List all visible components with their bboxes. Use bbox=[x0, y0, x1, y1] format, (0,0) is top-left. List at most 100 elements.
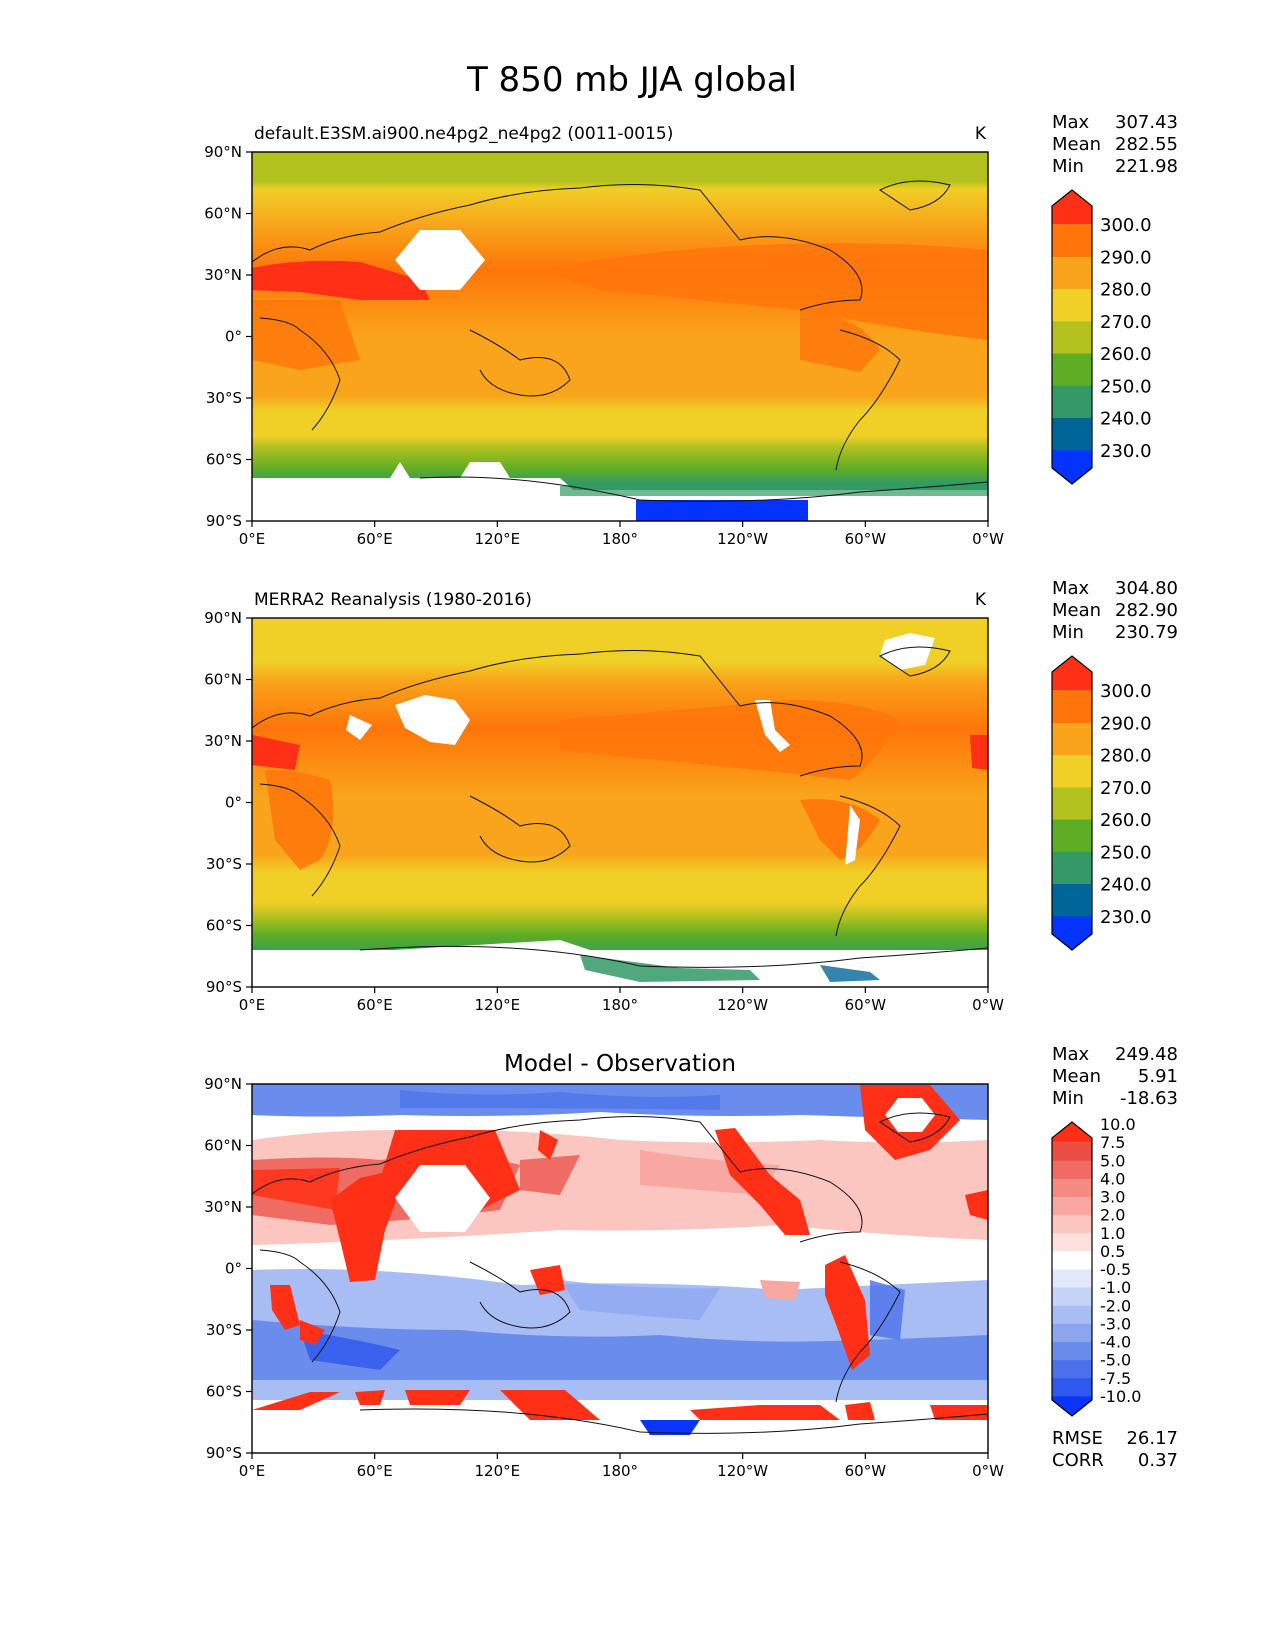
panel-model-ytick-label: 60°S bbox=[206, 451, 242, 469]
panel-difference-stat-label: Min bbox=[1052, 1088, 1084, 1109]
panel-difference-ytick-label: 30°N bbox=[204, 1198, 242, 1216]
panel-observation-colorbar-bin bbox=[1052, 722, 1092, 756]
panel-observation-colorbar-label: 240.0 bbox=[1100, 875, 1152, 896]
panel-difference-colorbar-label: -4.0 bbox=[1100, 1333, 1131, 1352]
panel-difference-ytick-label: 60°S bbox=[206, 1383, 242, 1401]
panel-observation-xtick-label: 60°E bbox=[357, 996, 393, 1014]
panel-model-ytick-label: 30°N bbox=[204, 266, 242, 284]
panel-difference-colorbar-bin bbox=[1052, 1142, 1092, 1161]
panel-observation-xtick-label: 0°E bbox=[239, 996, 266, 1014]
panel-observation-title: MERRA2 Reanalysis (1980-2016) bbox=[254, 590, 532, 610]
panel-difference-ytick-label: 30°S bbox=[206, 1321, 242, 1339]
panel-model-colorbar-bin bbox=[1052, 256, 1092, 290]
panel-observation-ytick-label: 60°N bbox=[204, 671, 242, 689]
panel-difference-colorbar-bin bbox=[1052, 1341, 1092, 1361]
panel-difference-colorbar-label: -3.0 bbox=[1100, 1314, 1131, 1333]
panel-model-colorbar-bin bbox=[1052, 288, 1092, 322]
panel-difference-colorbar-label: 0.5 bbox=[1100, 1242, 1125, 1261]
panel-observation-stat-value: 282.90 bbox=[1115, 600, 1178, 621]
panel-difference-colorbar-label: 3.0 bbox=[1100, 1188, 1125, 1207]
panel-observation-stat-value: 230.79 bbox=[1115, 622, 1178, 643]
rmse-value: 26.17 bbox=[1126, 1428, 1178, 1449]
panel-observation-colorbar-label: 260.0 bbox=[1100, 810, 1152, 831]
panel-observation-stat-value: 304.80 bbox=[1115, 578, 1178, 599]
panel-model-colorbar-label: 290.0 bbox=[1100, 247, 1152, 268]
panel-difference-colorbar-bin bbox=[1052, 1305, 1092, 1324]
panel-model-colorbar-bin bbox=[1052, 353, 1092, 386]
panel-difference: Model - Observation bbox=[251, 1051, 989, 1454]
figure-title: T 850 mb JJA global bbox=[466, 60, 797, 100]
panel-difference-colorbar-bin bbox=[1052, 1395, 1092, 1416]
panel-model-map bbox=[252, 152, 988, 521]
panel-difference-ytick-label: 90°S bbox=[206, 1444, 242, 1462]
panel-difference-colorbar-bin bbox=[1052, 1377, 1092, 1397]
panel-difference-stat-value: -18.63 bbox=[1120, 1088, 1178, 1109]
panel-difference-colorbar-label: -0.5 bbox=[1100, 1260, 1131, 1279]
coastline-difference bbox=[252, 1112, 988, 1434]
panel-observation-ytick-label: 90°S bbox=[206, 978, 242, 996]
panel-difference-colorbar-bin bbox=[1052, 1287, 1092, 1306]
panel-difference-colorbar-label: 1.0 bbox=[1100, 1224, 1125, 1243]
panel-observation-colorbar-label: 270.0 bbox=[1100, 778, 1152, 799]
panel-model-stat-label: Mean bbox=[1052, 134, 1101, 155]
panel-model-stat-value: 307.43 bbox=[1115, 112, 1178, 133]
panel-observation-colorbar-label: 250.0 bbox=[1100, 842, 1152, 863]
panel-difference-stat-value: 249.48 bbox=[1115, 1044, 1178, 1065]
sidebars: Max 307.43 Mean 282.55 Min 221.98 230.0 240.0 25… bbox=[1051, 112, 1178, 1471]
panel-observation-xtick-label: 0°W bbox=[972, 996, 1004, 1014]
panel-difference-colorbar-label: -5.0 bbox=[1100, 1351, 1131, 1370]
panel-difference-colorbar-label: 10.0 bbox=[1100, 1115, 1136, 1134]
panel-difference-map bbox=[252, 1084, 988, 1453]
panel-observation-colorbar-bin bbox=[1052, 656, 1092, 691]
panel-difference-ytick-label: 90°N bbox=[204, 1075, 242, 1093]
panel-observation-colorbar-label: 290.0 bbox=[1100, 713, 1152, 734]
panel-observation-colorbar-bin bbox=[1052, 851, 1092, 885]
panel-model-colorbar-bin bbox=[1052, 449, 1092, 484]
panel-observation-map bbox=[252, 618, 988, 987]
panel-difference-xtick-label: 180° bbox=[602, 1462, 638, 1480]
panel-difference-xtick-label: 0°E bbox=[239, 1462, 266, 1480]
panel-model-stat-value: 221.98 bbox=[1115, 156, 1178, 177]
panel-observation-ytick-label: 0° bbox=[225, 794, 242, 812]
panel-difference-colorbar-bin bbox=[1052, 1269, 1092, 1288]
panel-difference-colorbar-bin bbox=[1052, 1232, 1092, 1252]
panel-model-colorbar-bin bbox=[1052, 320, 1092, 354]
panel-model-xtick-label: 60°W bbox=[845, 530, 887, 548]
panel-difference-colorbar-bin bbox=[1052, 1323, 1092, 1342]
panel-model-xtick-label: 180° bbox=[602, 530, 638, 548]
panel-model-units: K bbox=[975, 124, 987, 144]
panel-difference-colorbar-label: 4.0 bbox=[1100, 1169, 1125, 1188]
panel-observation-stat-label: Min bbox=[1052, 622, 1084, 643]
panel-model-colorbar-label: 260.0 bbox=[1100, 344, 1152, 365]
panel-observation-ytick-label: 90°N bbox=[204, 609, 242, 627]
panel-difference-title: Model - Observation bbox=[504, 1051, 736, 1077]
panel-difference-ytick-label: 0° bbox=[225, 1260, 242, 1278]
panel-observation-stat-label: Mean bbox=[1052, 600, 1101, 621]
panel-difference-colorbar-bin bbox=[1052, 1250, 1092, 1270]
panel-model-xtick-label: 120°E bbox=[475, 530, 521, 548]
panel-model-xtick-label: 0°E bbox=[239, 530, 266, 548]
coastline-model bbox=[252, 180, 988, 502]
panel-model-colorbar-outline bbox=[1051, 189, 1093, 485]
panel-difference-colorbar-bin bbox=[1052, 1214, 1092, 1234]
panel-difference-colorbar-label: -2.0 bbox=[1100, 1296, 1131, 1315]
panel-difference-colorbar-label: 5.0 bbox=[1100, 1151, 1125, 1170]
panel-observation-colorbar-bin bbox=[1052, 690, 1092, 723]
panel-model-colorbar-label: 230.0 bbox=[1100, 441, 1152, 462]
panel-model-xtick-label: 0°W bbox=[972, 530, 1004, 548]
panel-difference-xtick-label: 60°W bbox=[845, 1462, 887, 1480]
panel-observation-colorbar-label: 230.0 bbox=[1100, 907, 1152, 928]
panel-model: default.E3SM.ai900.ne4pg2_ne4pg2 (0011-0… bbox=[251, 124, 989, 522]
panel-difference-xtick-label: 60°E bbox=[357, 1462, 393, 1480]
panel-difference-colorbar-label: -7.5 bbox=[1100, 1369, 1131, 1388]
panel-difference-colorbar-bin bbox=[1052, 1359, 1092, 1379]
panel-model-colorbar-bin bbox=[1052, 224, 1092, 257]
panel-observation-ytick-label: 60°S bbox=[206, 917, 242, 935]
panel-model-ytick-label: 30°S bbox=[206, 389, 242, 407]
panel-model-ytick-label: 90°N bbox=[204, 143, 242, 161]
panel-observation-colorbar-label: 280.0 bbox=[1100, 746, 1152, 767]
panel-model-colorbar-bin bbox=[1052, 417, 1092, 451]
panel-difference-colorbar-bin bbox=[1052, 1178, 1092, 1197]
panel-model-ytick-label: 0° bbox=[225, 328, 242, 346]
